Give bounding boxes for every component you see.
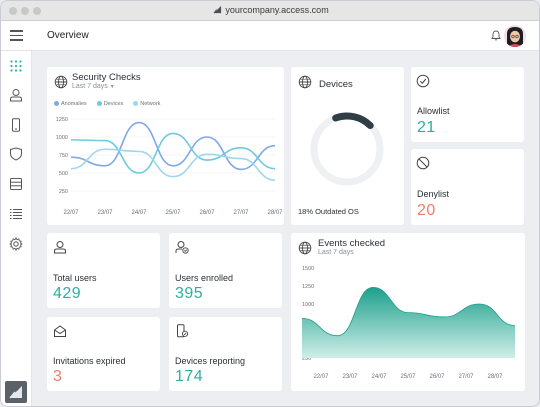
invitations-expired-label: Invitations expired [53,356,126,366]
security-checks-title: Security Checks [72,72,141,83]
page-title: Overview [47,30,89,41]
x-tick-label: 28/07 [267,210,283,216]
legend-item-network: Network [133,101,160,107]
check-circle-icon [416,74,430,88]
bell-icon[interactable] [491,30,501,41]
globe-icon [298,75,312,89]
legend-item-anomalies: Anomalies [54,101,87,107]
x-tick-label: 27/07 [458,374,474,380]
url-text: yourcompany.access.com [225,5,329,15]
browser-titlebar: yourcompany.access.com [1,1,539,21]
device-icon[interactable] [9,118,23,132]
devices-title: Devices [319,79,353,90]
date-range-label: Last 7 days [72,83,108,90]
x-tick-label: 26/07 [429,374,445,380]
y-tick-label: 1250 [56,117,68,123]
allowlist-card[interactable]: Allowlist 21 [411,67,524,142]
devices-donut [310,112,384,186]
users-enrolled-value: 395 [175,285,204,302]
denylist-label: Denylist [417,189,450,199]
series-line-network [70,148,276,181]
events-range: Last 7 days [318,249,354,256]
list-icon[interactable] [9,207,23,221]
series-line-devices [70,132,276,174]
x-tick-label: 25/07 [165,210,181,216]
allowlist-value: 21 [417,119,436,136]
events-checked-card: Events checked Last 7 days 1500125010007… [291,233,525,391]
y-tick-label: 1000 [56,135,68,141]
avatar[interactable] [504,25,526,47]
shield-icon[interactable] [9,147,23,161]
y-tick-label: 1000 [302,302,314,308]
address-bar[interactable]: yourcompany.access.com [1,5,539,15]
globe-icon [298,241,312,255]
x-tick-label: 25/07 [400,374,416,380]
invitations-expired-card[interactable]: Invitations expired 3 [47,317,160,391]
denylist-value: 20 [417,202,436,219]
events-checked-chart: 15001250100075050025022/0723/0724/0725/0… [301,266,516,380]
x-tick-label: 24/07 [371,374,387,380]
users-enrolled-label: Users enrolled [175,273,234,283]
brand-icon [213,5,222,14]
y-tick-label: 500 [59,171,68,177]
security-checks-chart: 1250 1000 750 500 250 22/07 23/07 24/07 25/07 26/… [56,117,283,216]
chevron-down-icon: ▼ [109,84,115,90]
x-tick-label: 23/07 [342,374,358,380]
x-tick-label: 26/07 [199,210,215,216]
user-icon [54,241,66,254]
events-checked-title: Events checked [318,238,386,249]
x-tick-label: 22/07 [63,210,79,216]
total-users-label: Total users [53,273,97,283]
maximize-window-button[interactable] [33,7,41,15]
invitations-expired-value: 3 [53,368,63,385]
donut-segment-outdated [332,112,374,130]
device-check-icon [177,324,189,338]
devices-card: Devices 18% Outdated OS [291,67,404,225]
security-checks-card: Security Checks Last 7 days ▼ Anomalies … [47,67,284,225]
blocked-icon [416,156,430,170]
user-check-icon [175,241,189,254]
close-window-button[interactable] [9,7,17,15]
devices-reporting-label: Devices reporting [175,356,246,366]
settings-icon[interactable] [9,237,23,251]
server-icon[interactable] [9,177,23,191]
users-enrolled-card[interactable]: Users enrolled 395 [169,233,282,308]
events-area [302,287,515,358]
allowlist-label: Allowlist [417,106,450,116]
x-tick-label: 27/07 [233,210,249,216]
devices-reporting-value: 174 [175,368,204,385]
denylist-card[interactable]: Denylist 20 [411,149,524,225]
series-line-anomalies [70,121,276,171]
y-tick-label: 1500 [302,266,314,272]
y-tick-label: 250 [59,189,68,195]
x-tick-label: 23/07 [97,210,113,216]
y-tick-label: 750 [59,153,68,159]
menu-icon[interactable] [10,30,23,41]
devices-caption: 18% Outdated OS [298,207,359,216]
total-users-value: 429 [53,285,82,302]
y-tick-label: 250 [302,356,311,362]
chart-legend: Anomalies Devices Network [54,101,160,107]
brand-logo[interactable] [5,381,27,403]
envelope-icon [54,325,66,337]
user-icon[interactable] [9,88,23,102]
sidebar [1,51,32,406]
date-range-dropdown[interactable]: Last 7 days ▼ [72,83,115,90]
events-line [301,287,516,337]
total-users-card[interactable]: Total users 429 [47,233,160,308]
globe-icon [54,75,68,89]
minimize-window-button[interactable] [21,7,29,15]
x-tick-label: 28/07 [487,374,503,380]
apps-icon[interactable] [9,59,23,73]
devices-reporting-card[interactable]: Devices reporting 174 [169,317,282,391]
app-header: Overview [1,21,539,51]
x-tick-label: 22/07 [313,374,329,380]
legend-item-devices: Devices [96,101,123,107]
x-tick-label: 24/07 [131,210,147,216]
y-tick-label: 1250 [302,284,314,290]
